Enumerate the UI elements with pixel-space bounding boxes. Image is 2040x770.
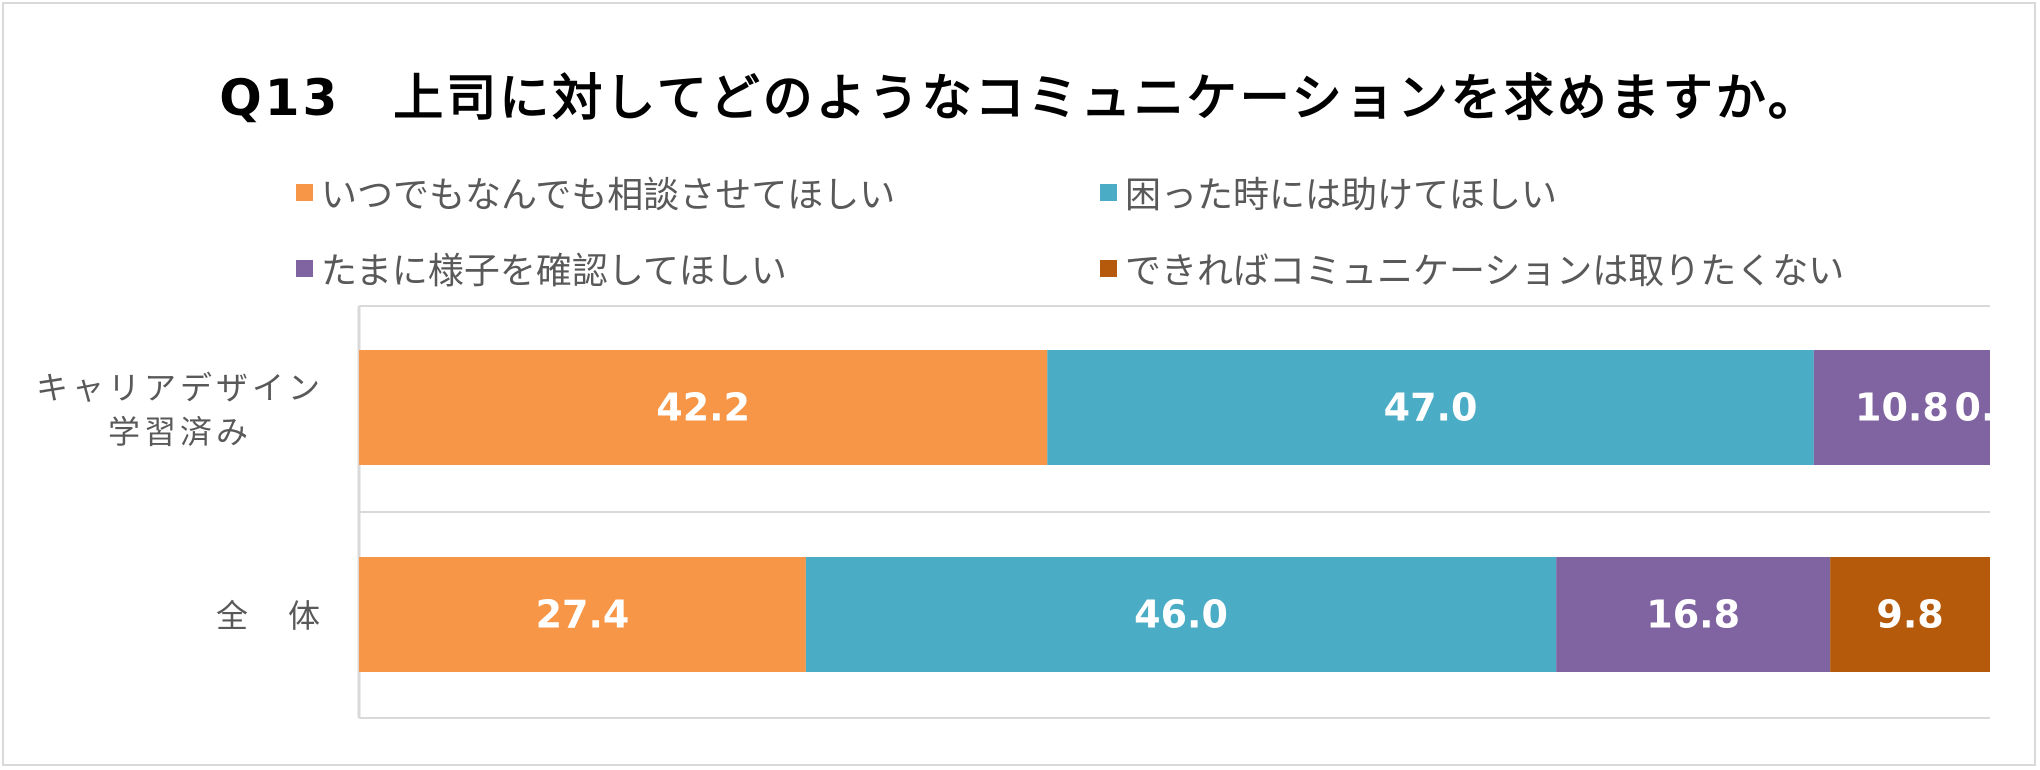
data-label-help-0: 47.0 <box>1384 386 1478 430</box>
data-label-avoid-0: 0. <box>1955 386 1996 430</box>
bar-consult-1 <box>359 557 806 672</box>
legend-swatch-avoid <box>1100 259 1117 277</box>
legend-item-consult: いつでもなんでも相談させてほしい <box>296 166 895 218</box>
category-label-career-design: キャリアデザイン 学習済み <box>20 366 340 454</box>
legend-item-help: 困った時には助けてほしい <box>1100 166 1557 218</box>
chart-title: Q13 上司に対してどのようなコミュニケーションを求めますか。 <box>219 69 1821 127</box>
legend-swatch-help <box>1100 183 1117 201</box>
category-label-line: 全 体 <box>215 597 324 635</box>
data-label-consult-0: 42.2 <box>656 386 750 430</box>
legend-item-check: たまに様子を確認してほしい <box>296 242 787 294</box>
data-label-help-1: 46.0 <box>1134 593 1228 637</box>
data-label-avoid-1: 9.8 <box>1876 593 1943 637</box>
data-label-check-0: 10.8 <box>1855 386 1949 430</box>
bar-consult-0 <box>359 350 1048 465</box>
bar-help-1 <box>805 557 1557 672</box>
data-label-consult-1: 27.4 <box>536 593 630 637</box>
bar-check-0 <box>1813 350 1990 465</box>
legend-label-check: たまに様子を確認してほしい <box>321 251 787 292</box>
bar-avoid-1 <box>1830 557 1990 672</box>
legend-swatch-check <box>296 259 313 277</box>
category-label-line: 学習済み <box>107 413 252 451</box>
category-label-line: キャリアデザイン <box>35 369 324 407</box>
legend-label-help: 困った時には助けてほしい <box>1125 175 1558 216</box>
bar-help-0 <box>1047 350 1814 465</box>
data-label-check-1: 16.8 <box>1646 593 1740 637</box>
legend-item-avoid: できればコミュニケーションは取りたくない <box>1100 242 1844 294</box>
legend-label-consult: いつでもなんでも相談させてほしい <box>321 175 896 216</box>
category-label-overall: 全 体 <box>200 594 340 638</box>
legend-label-avoid: できればコミュニケーションは取りたくない <box>1125 251 1845 292</box>
legend-swatch-consult <box>296 183 313 201</box>
bar-check-1 <box>1556 557 1831 672</box>
